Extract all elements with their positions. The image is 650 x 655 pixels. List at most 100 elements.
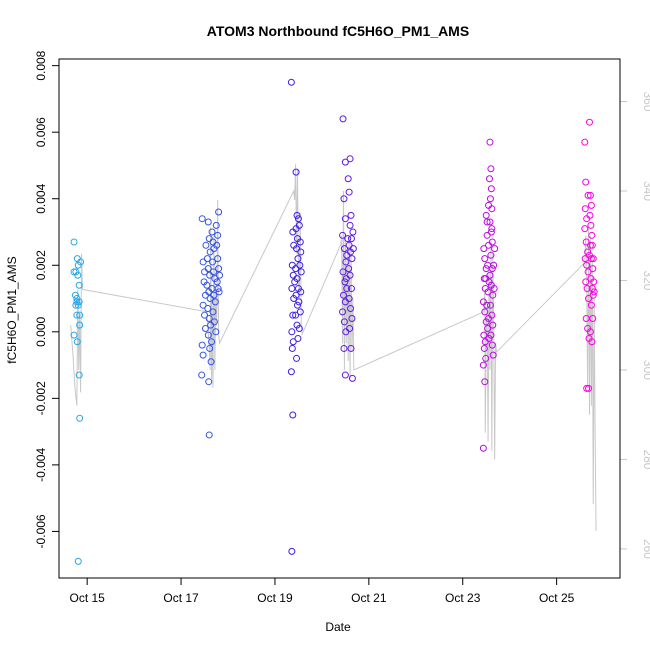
data-point <box>75 371 83 379</box>
y2-tick-label: 300 <box>641 360 650 380</box>
data-point <box>205 315 213 322</box>
data-point <box>73 295 81 303</box>
data-point <box>348 255 356 263</box>
data-point <box>488 265 496 273</box>
data-point <box>339 308 347 316</box>
y2-tick-label: 360 <box>641 91 650 111</box>
data-point <box>482 211 490 219</box>
data-point <box>479 444 487 452</box>
data-point <box>343 251 351 259</box>
data-point <box>347 285 355 293</box>
data-point <box>296 238 304 246</box>
data-point <box>347 344 355 352</box>
data-point <box>209 268 217 276</box>
data-point <box>480 331 488 339</box>
data-point <box>586 328 594 336</box>
data-point <box>211 298 219 306</box>
data-point <box>216 271 224 279</box>
data-point <box>342 258 350 266</box>
data-point <box>346 221 354 229</box>
data-point <box>590 278 598 286</box>
data-point <box>482 275 490 283</box>
data-point <box>74 271 82 279</box>
data-point <box>209 308 217 316</box>
y-tick-label: -0.002 <box>34 381 48 415</box>
data-point <box>588 231 596 239</box>
data-point <box>70 238 78 246</box>
data-point <box>341 215 349 223</box>
data-point <box>210 291 218 299</box>
data-point <box>288 285 296 293</box>
data-point <box>201 311 209 319</box>
data-point <box>479 361 487 369</box>
data-point <box>293 245 301 253</box>
data-point <box>348 315 356 322</box>
data-point <box>294 334 302 342</box>
data-point <box>589 291 597 299</box>
data-point <box>583 384 591 392</box>
data-point <box>295 324 303 332</box>
data-point <box>214 231 222 239</box>
data-point <box>347 235 355 243</box>
data-point <box>214 285 222 293</box>
data-point <box>73 338 81 346</box>
data-point <box>590 288 598 296</box>
data-point <box>583 285 591 293</box>
data-point <box>349 245 357 253</box>
data-point <box>581 225 589 233</box>
data-point <box>584 248 592 256</box>
data-point <box>203 255 211 263</box>
data-point <box>487 228 495 236</box>
data-point <box>199 258 207 266</box>
data-point <box>70 331 78 339</box>
y-tick-label: -0.006 <box>34 514 48 548</box>
data-point <box>486 271 494 279</box>
data-point <box>212 221 220 229</box>
data-point <box>584 191 592 199</box>
data-point <box>488 225 496 233</box>
data-point <box>73 298 81 306</box>
data-point <box>349 228 357 236</box>
data-point <box>215 265 223 273</box>
data-point <box>71 291 79 299</box>
y-tick-label: 0.004 <box>34 183 48 213</box>
data-point <box>587 301 595 309</box>
data-point <box>483 218 491 226</box>
y-tick-label: -0.004 <box>34 448 48 482</box>
data-point <box>483 231 491 239</box>
data-point <box>487 331 495 339</box>
x-tick-label: Oct 15 <box>69 591 105 605</box>
data-point <box>487 165 495 173</box>
data-point <box>287 78 295 86</box>
data-point <box>204 305 212 313</box>
data-point <box>482 354 490 362</box>
data-point <box>289 311 297 319</box>
data-point <box>347 211 355 219</box>
data-point <box>343 285 351 293</box>
data-point <box>292 168 300 176</box>
data-point <box>586 211 594 219</box>
data-point <box>490 261 498 269</box>
data-point <box>213 241 221 249</box>
data-point <box>589 315 597 322</box>
data-point <box>342 275 350 283</box>
data-point <box>486 138 494 146</box>
x-tick-label: Oct 19 <box>257 591 293 605</box>
data-point <box>215 208 223 216</box>
y-axis-label: fC5H6O_PM1_AMS <box>5 256 19 363</box>
data-point <box>341 158 349 166</box>
data-point <box>486 301 494 309</box>
series-line <box>70 164 597 532</box>
data-point <box>74 261 82 269</box>
data-point <box>208 228 216 236</box>
data-point <box>345 241 353 249</box>
data-point <box>587 221 595 229</box>
data-point <box>582 178 590 186</box>
data-point <box>585 295 593 303</box>
data-point <box>587 255 595 263</box>
data-point <box>344 175 352 183</box>
data-point <box>201 324 209 332</box>
data-point <box>292 311 300 319</box>
data-point <box>210 318 218 326</box>
data-point <box>209 258 217 266</box>
